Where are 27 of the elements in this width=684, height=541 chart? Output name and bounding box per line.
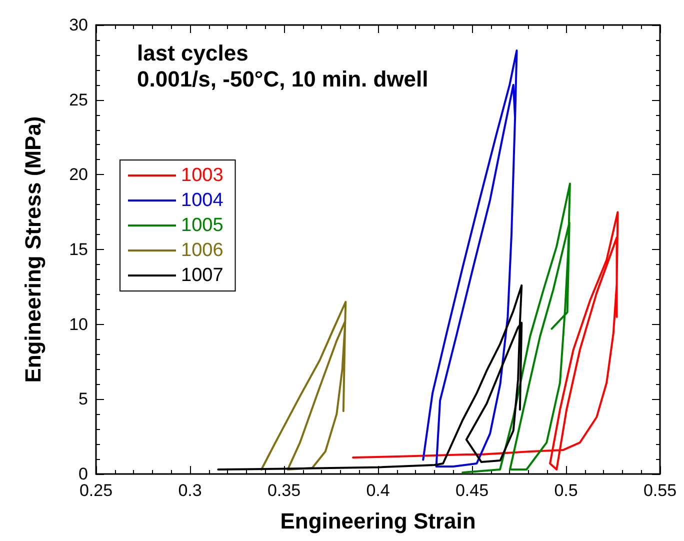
legend-label: 1003 <box>181 165 224 186</box>
line-series <box>462 182 571 474</box>
y-tick-label: 10 <box>69 314 88 334</box>
line-series <box>352 211 619 471</box>
text: last cycles <box>137 40 248 66</box>
y-tick-label: 5 <box>78 390 88 409</box>
legend-label: 1006 <box>181 240 224 261</box>
text: 0.001/s, -50°C, 10 min. dwell <box>137 66 428 92</box>
legend-label: 1005 <box>181 215 224 236</box>
x-tick-label: 0.55 <box>643 481 677 500</box>
x-tick-label: 0.25 <box>79 481 113 500</box>
x-tick-label: 0.45 <box>455 481 489 500</box>
y-tick-label: 25 <box>69 90 88 110</box>
line-series <box>217 284 523 471</box>
line-series <box>260 300 347 471</box>
y-tick-label: 20 <box>69 165 88 184</box>
x-tick-label: 0.35 <box>267 481 301 500</box>
y-tick-label: 30 <box>69 16 88 34</box>
x-tick-label: 0.3 <box>178 481 202 500</box>
y-tick-label: 0 <box>78 464 88 484</box>
legend-label: 1007 <box>181 265 224 286</box>
x-tick-label: 0.5 <box>554 481 578 500</box>
x-axis-title: Engineering Strain <box>280 508 476 534</box>
legend-label: 1004 <box>181 190 224 211</box>
y-axis-title: Engineering Stress (MPa) <box>20 116 46 383</box>
x-tick-label: 0.4 <box>366 481 390 500</box>
y-tick-label: 15 <box>69 240 88 259</box>
